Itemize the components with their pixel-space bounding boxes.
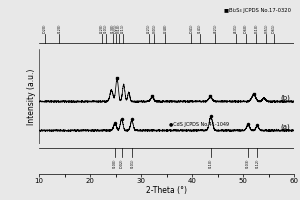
- Text: (061): (061): [272, 23, 276, 33]
- Text: (103): (103): [246, 159, 250, 168]
- Text: (021): (021): [114, 23, 118, 33]
- Text: (100): (100): [113, 159, 117, 168]
- Text: (421): (421): [214, 23, 218, 33]
- Text: (120): (120): [57, 23, 62, 33]
- Text: ■Bi₂S₃ JCPDS No.17-0320: ■Bi₂S₃ JCPDS No.17-0320: [224, 8, 292, 13]
- Text: (041): (041): [190, 23, 194, 33]
- Text: (002): (002): [120, 159, 124, 168]
- Text: (310): (310): [117, 23, 121, 33]
- Text: (301): (301): [152, 23, 156, 33]
- Text: (130): (130): [111, 23, 115, 33]
- Y-axis label: Intensity (a.u.): Intensity (a.u.): [27, 68, 36, 125]
- Text: (112): (112): [255, 159, 259, 168]
- Text: (351): (351): [265, 23, 268, 33]
- Text: (240): (240): [164, 23, 167, 33]
- Text: (610): (610): [254, 23, 258, 33]
- Text: (220): (220): [100, 23, 104, 33]
- Text: (a): (a): [280, 123, 290, 130]
- Text: (060): (060): [244, 23, 248, 33]
- Text: (221): (221): [147, 23, 151, 33]
- Text: (020): (020): [43, 23, 47, 33]
- Text: ●CdS JCPDS No.41-1049: ●CdS JCPDS No.41-1049: [169, 122, 229, 127]
- Text: (141): (141): [198, 23, 202, 33]
- Text: (211): (211): [121, 23, 124, 33]
- Text: (101): (101): [104, 23, 108, 33]
- Text: (b): (b): [280, 94, 290, 101]
- Text: (431): (431): [234, 23, 238, 33]
- Text: (101): (101): [130, 159, 134, 168]
- Text: (110): (110): [209, 159, 213, 168]
- X-axis label: 2-Theta (°): 2-Theta (°): [146, 186, 187, 195]
